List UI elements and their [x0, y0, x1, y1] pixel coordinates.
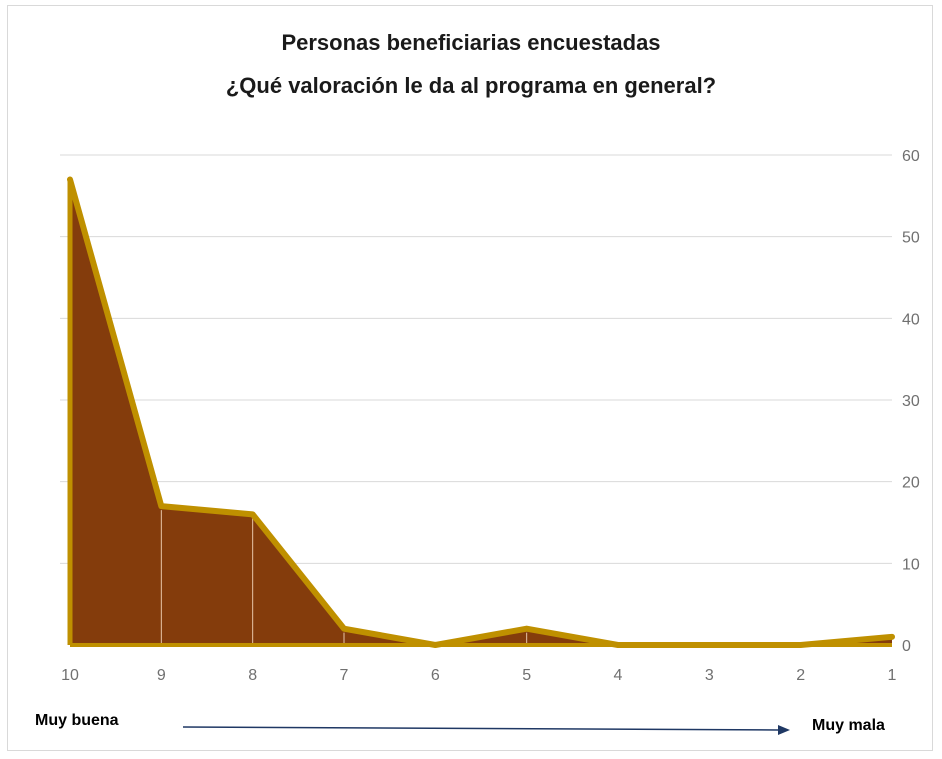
x-tick-label-8: 8: [248, 667, 257, 684]
scale-arrow-head: [778, 725, 790, 735]
scale-arrow-line: [182, 726, 779, 731]
y-tick-label-30: 30: [902, 393, 920, 410]
chart-subtitle: ¿Qué valoración le da al programa en gen…: [225, 73, 717, 98]
scale-left-label: Muy buena: [35, 712, 119, 729]
area-series-fill: [70, 179, 892, 645]
y-tick-label-10: 10: [902, 556, 920, 573]
chart-title: Personas beneficiarias encuestadas: [281, 30, 661, 55]
y-tick-label-50: 50: [902, 230, 920, 247]
x-tick-label-3: 3: [705, 667, 714, 684]
x-tick-label-9: 9: [157, 667, 166, 684]
y-tick-label-0: 0: [902, 638, 911, 655]
x-tick-label-2: 2: [796, 667, 805, 684]
x-tick-label-10: 10: [61, 667, 79, 684]
x-tick-label-4: 4: [614, 667, 623, 684]
scale-right-label: Muy mala: [812, 717, 885, 734]
x-tick-label-6: 6: [431, 667, 440, 684]
x-tick-label-1: 1: [888, 667, 897, 684]
y-tick-label-40: 40: [902, 311, 920, 328]
y-tick-label-20: 20: [902, 475, 920, 492]
y-tick-label-60: 60: [902, 148, 920, 165]
x-tick-label-7: 7: [340, 667, 349, 684]
x-tick-label-5: 5: [522, 667, 531, 684]
